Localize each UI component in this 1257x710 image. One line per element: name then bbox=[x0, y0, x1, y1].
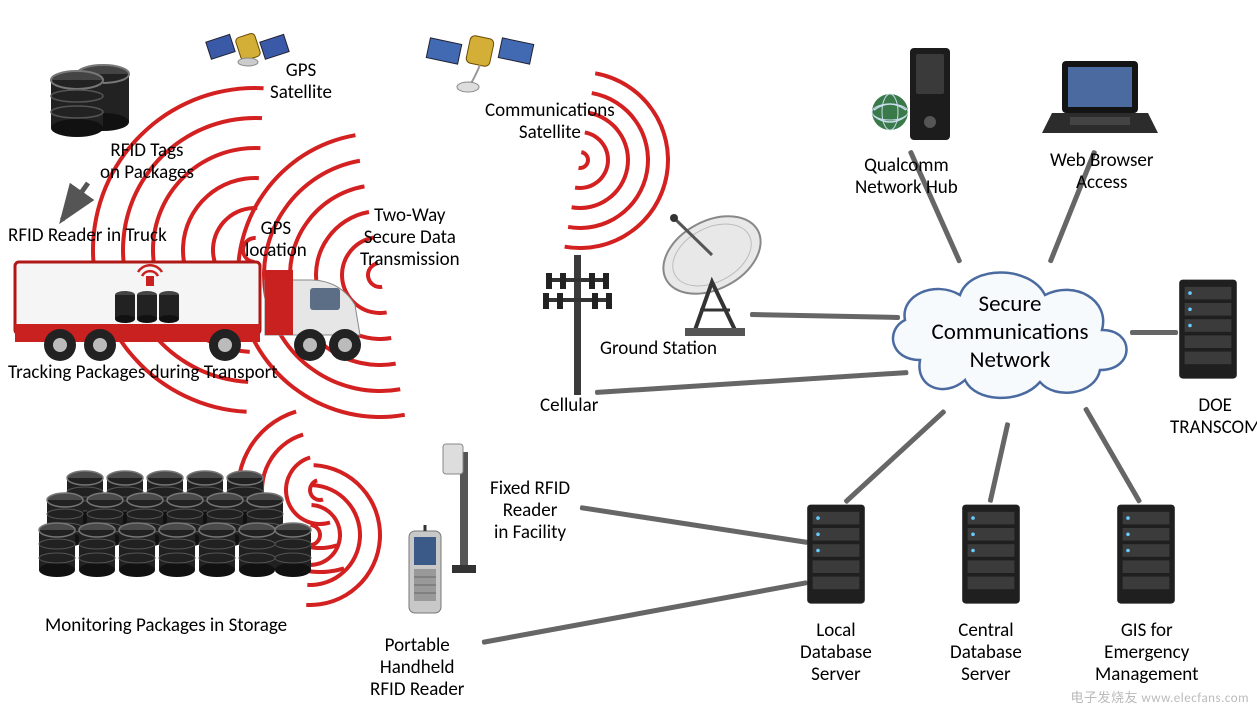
gps-location-label: GPS location bbox=[245, 218, 307, 262]
storage-label: Monitoring Packages in Storage bbox=[45, 615, 287, 637]
truck-label: Tracking Packages during Transport bbox=[8, 362, 278, 384]
laptop-icon bbox=[1040, 55, 1160, 150]
rfid-tags-icon bbox=[45, 60, 140, 143]
local-db-server-icon bbox=[800, 495, 872, 620]
edge-local-db-cloud bbox=[843, 409, 946, 505]
two-way-label: Two-Way Secure Data Transmission bbox=[360, 205, 460, 271]
gis-server-icon bbox=[1110, 495, 1182, 620]
ground-station-label: Ground Station bbox=[600, 338, 717, 360]
qualcomm-label: Qualcomm Network Hub bbox=[855, 155, 958, 199]
comm-satellite-icon bbox=[420, 15, 540, 105]
storage-barrels-icon bbox=[35, 460, 315, 615]
edge-gis-cloud bbox=[1083, 406, 1142, 503]
ground-station-icon bbox=[640, 200, 790, 350]
central-db-label: Central Database Server bbox=[950, 620, 1022, 686]
rfid-tags-label: RFID Tags on Packages bbox=[100, 140, 194, 184]
cloud-label: Secure Communications Network bbox=[910, 290, 1110, 374]
comm-satellite-label: Communications Satellite bbox=[485, 100, 615, 144]
edge-central-db-cloud bbox=[988, 422, 1011, 503]
handheld-rfid-icon bbox=[395, 525, 455, 635]
watermark: 电子发烧友 www.elecfans.com bbox=[1070, 687, 1249, 706]
handheld-label: Portable Handheld RFID Reader bbox=[370, 635, 464, 701]
edge-cell-tower-cloud bbox=[595, 370, 908, 395]
qualcomm-icon bbox=[868, 40, 958, 155]
fixed-rfid-label: Fixed RFID Reader in Facility bbox=[490, 478, 570, 544]
doe-transcom-label: DOE TRANSCOM bbox=[1170, 395, 1257, 439]
edge-handheld-local-db bbox=[482, 580, 809, 645]
gis-label: GIS for Emergency Management bbox=[1095, 620, 1198, 686]
cell-tower-label: Cellular bbox=[540, 395, 598, 417]
gps-satellite-label: GPS Satellite bbox=[270, 60, 332, 104]
doe-transcom-server-icon bbox=[1172, 270, 1244, 395]
local-db-label: Local Database Server bbox=[800, 620, 872, 686]
central-db-server-icon bbox=[955, 495, 1027, 620]
edge-fixed-rfid-local-db bbox=[580, 505, 809, 545]
cell-tower-icon bbox=[540, 245, 615, 405]
web-browser-label: Web Browser Access bbox=[1050, 150, 1153, 194]
rfid-reader-truck-label: RFID Reader in Truck bbox=[8, 225, 167, 247]
truck-icon bbox=[10, 250, 400, 370]
